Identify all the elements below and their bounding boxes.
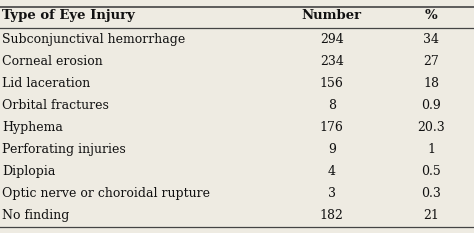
Text: 9: 9 xyxy=(328,143,336,156)
Text: 0.5: 0.5 xyxy=(421,165,441,178)
Text: Number: Number xyxy=(302,9,362,22)
Text: 234: 234 xyxy=(320,55,344,68)
Text: Corneal erosion: Corneal erosion xyxy=(2,55,103,68)
Text: 34: 34 xyxy=(423,33,439,46)
Text: 8: 8 xyxy=(328,99,336,112)
Text: Lid laceration: Lid laceration xyxy=(2,77,91,90)
Text: 20.3: 20.3 xyxy=(418,121,445,134)
Text: 3: 3 xyxy=(328,187,336,200)
Text: 0.3: 0.3 xyxy=(421,187,441,200)
Text: No finding: No finding xyxy=(2,209,70,222)
Text: 27: 27 xyxy=(423,55,439,68)
Text: Hyphema: Hyphema xyxy=(2,121,63,134)
Text: 156: 156 xyxy=(320,77,344,90)
Text: %: % xyxy=(425,9,438,22)
Text: Subconjunctival hemorrhage: Subconjunctival hemorrhage xyxy=(2,33,186,46)
Text: Diplopia: Diplopia xyxy=(2,165,56,178)
Text: 294: 294 xyxy=(320,33,344,46)
Text: 18: 18 xyxy=(423,77,439,90)
Text: 4: 4 xyxy=(328,165,336,178)
Text: Optic nerve or choroidal rupture: Optic nerve or choroidal rupture xyxy=(2,187,210,200)
Text: Orbital fractures: Orbital fractures xyxy=(2,99,109,112)
Text: 21: 21 xyxy=(423,209,439,222)
Text: Type of Eye Injury: Type of Eye Injury xyxy=(2,9,135,22)
Text: Perforating injuries: Perforating injuries xyxy=(2,143,126,156)
Text: 0.9: 0.9 xyxy=(421,99,441,112)
Text: 1: 1 xyxy=(428,143,435,156)
Text: 176: 176 xyxy=(320,121,344,134)
Text: 182: 182 xyxy=(320,209,344,222)
